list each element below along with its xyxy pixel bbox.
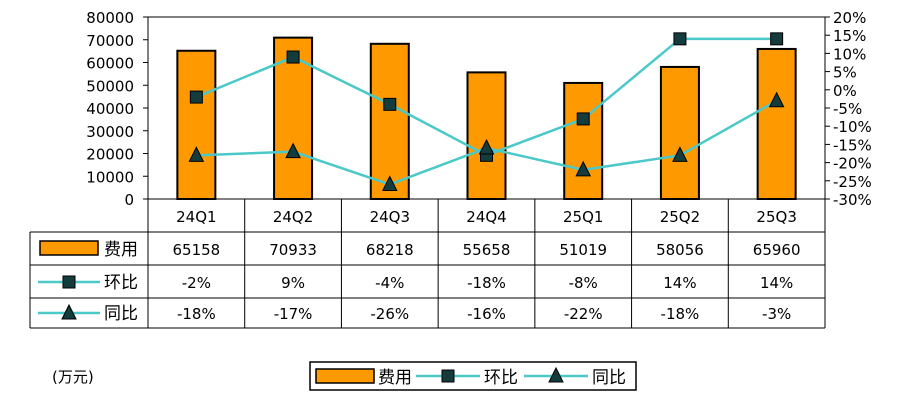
category-label: 25Q2 [660, 208, 700, 226]
series-tongbi-point [285, 142, 301, 159]
table-row-label: 同比 [104, 304, 138, 324]
category-label: 25Q1 [563, 208, 603, 226]
left-tick-label: 60000 [86, 55, 134, 73]
series-huanbi-point [673, 32, 687, 46]
category-label: 24Q4 [466, 208, 506, 226]
series-tongbi-point [672, 146, 688, 162]
right-tick-label: -15% [833, 136, 872, 154]
table-cell: -17% [274, 305, 313, 323]
right-tick-label: -5% [833, 100, 862, 118]
bar-fee [756, 47, 797, 201]
right-tick-label: 15% [833, 27, 866, 45]
left-tick-label: 70000 [86, 32, 134, 50]
bar-fee [176, 49, 217, 200]
table-cell: -8% [569, 274, 598, 292]
bar-fee [466, 71, 507, 200]
series-tongbi-point [188, 146, 205, 162]
table-cell: -22% [564, 305, 603, 323]
series-huanbi-point [189, 90, 203, 104]
right-tick-label: -25% [833, 173, 872, 191]
table-cell: -16% [467, 305, 506, 323]
table-cell: 70933 [269, 241, 317, 259]
table-cell: 14% [760, 274, 793, 292]
table-cell: 65158 [172, 241, 220, 259]
category-label: 24Q2 [273, 208, 313, 226]
table-row-label: 环比 [104, 273, 138, 293]
table-cell: -2% [182, 274, 211, 292]
legend-label: 费用 [378, 368, 412, 388]
series-tongbi-point [575, 160, 592, 177]
left-tick-label: 30000 [86, 123, 134, 141]
table-cell: 65960 [753, 241, 801, 259]
legend-label: 同比 [592, 368, 626, 388]
plot-area: 0 10000 20000 30000 40000 50000 60000 70000 8000… [86, 9, 871, 209]
data-table: 24Q1 24Q2 24Q3 24Q4 25Q1 25Q2 25Q3 费用 65158 70933… [29, 199, 826, 329]
series-huanbi-point [770, 32, 784, 46]
legend-triangle-marker [548, 366, 564, 383]
right-tick-label: 10% [833, 45, 866, 63]
table-cell: -4% [375, 274, 404, 292]
bar-fee [659, 65, 700, 200]
right-tick-label: 5% [833, 64, 857, 82]
table-cell: -3% [762, 305, 791, 323]
bar-fee [369, 42, 410, 201]
table-cell: 58056 [656, 241, 704, 259]
table-key-triangle-marker [61, 303, 77, 320]
table-cell: -26% [370, 305, 409, 323]
table-key-square-marker [62, 275, 76, 289]
table-cell: 9% [281, 274, 305, 292]
bar-fee [563, 81, 604, 200]
category-label: 24Q1 [176, 208, 216, 226]
left-tick-label: 0 [124, 191, 134, 209]
left-tick-label: 10000 [86, 168, 134, 186]
series-tongbi-point [381, 175, 398, 191]
table-cell: 55658 [463, 241, 511, 259]
right-tick-label: -20% [833, 155, 872, 173]
right-tick-label: -30% [833, 191, 872, 209]
left-tick-label: 80000 [86, 9, 134, 27]
category-label: 24Q3 [370, 208, 410, 226]
table-cell: -18% [661, 305, 700, 323]
series-huanbi-point [576, 112, 590, 126]
series-huanbi-point [286, 50, 300, 64]
series-tongbi-point [768, 91, 785, 108]
left-tick-label: 40000 [86, 100, 134, 118]
legend-label: 环比 [484, 368, 518, 388]
legend-fee-swatch [315, 368, 375, 384]
series-huanbi-point [383, 97, 397, 111]
unit-label: (万元) [52, 368, 94, 386]
right-tick-label: 0% [833, 82, 857, 100]
category-label: 25Q3 [756, 208, 796, 226]
table-cell: 14% [663, 274, 696, 292]
legend: 费用 环比 同比 [309, 361, 637, 391]
table-cell: -18% [467, 274, 506, 292]
left-tick-label: 20000 [86, 146, 134, 164]
table-cell: -18% [177, 305, 216, 323]
table-row-label: 费用 [104, 240, 138, 260]
right-tick-label: -10% [833, 118, 872, 136]
legend-square-marker [441, 369, 455, 383]
right-tick-label: 20% [833, 9, 866, 27]
left-tick-label: 50000 [86, 77, 134, 95]
table-cell: 51019 [559, 241, 607, 259]
table-cell: 68218 [366, 241, 414, 259]
table-key-fee-swatch [39, 240, 99, 256]
series-tongbi-point [478, 138, 495, 155]
